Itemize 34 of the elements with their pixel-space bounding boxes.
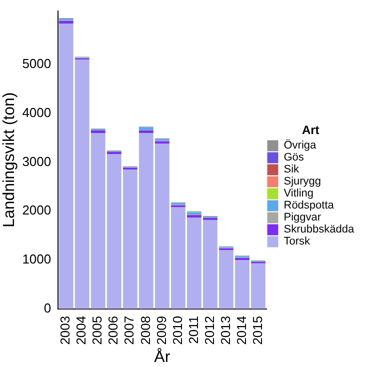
y-tick-label: 1000 xyxy=(22,252,52,267)
x-tick-label: 2013 xyxy=(218,316,233,345)
y-tick-label: 2000 xyxy=(22,202,52,218)
legend-label: Sjurygg xyxy=(284,176,322,188)
x-tick-label: 2012 xyxy=(202,316,217,345)
y-tick-label: 0 xyxy=(44,300,52,316)
x-tick-label: 2003 xyxy=(58,316,73,345)
x-tick-label: 2008 xyxy=(138,316,153,345)
bar xyxy=(138,127,154,130)
x-tick-label: 2005 xyxy=(90,316,105,345)
bar xyxy=(187,212,202,215)
x-tick-label: 2015 xyxy=(250,316,265,345)
y-axis-title: Landningsvikt (ton) xyxy=(1,92,18,228)
legend-label: Gös xyxy=(284,152,304,164)
y-tick-label: 5000 xyxy=(22,56,52,72)
y-tick-label: 3000 xyxy=(22,154,52,169)
x-axis-title: År xyxy=(154,348,171,366)
legend-label: Sik xyxy=(284,164,300,176)
bar xyxy=(58,21,74,24)
legend-label: Rödspotta xyxy=(284,200,335,212)
x-tick-label: 2011 xyxy=(186,316,201,344)
legend-title: Art xyxy=(302,123,320,138)
x-tick-label: 2009 xyxy=(154,316,169,345)
legend-label: Torsk xyxy=(284,236,311,248)
legend-label: Vitling xyxy=(284,188,314,200)
x-tick-label: 2014 xyxy=(234,316,249,345)
x-tick-label: 2006 xyxy=(106,316,121,345)
legend-label: Övriga xyxy=(284,138,318,152)
x-tick-label: 2007 xyxy=(122,316,137,345)
legend-label: Skrubbskädda xyxy=(284,224,355,236)
y-tick-label: 4000 xyxy=(22,104,52,120)
legend-label: Piggvar xyxy=(284,212,322,224)
x-tick-label: 2004 xyxy=(74,316,89,345)
x-tick-label: 2010 xyxy=(170,316,185,345)
